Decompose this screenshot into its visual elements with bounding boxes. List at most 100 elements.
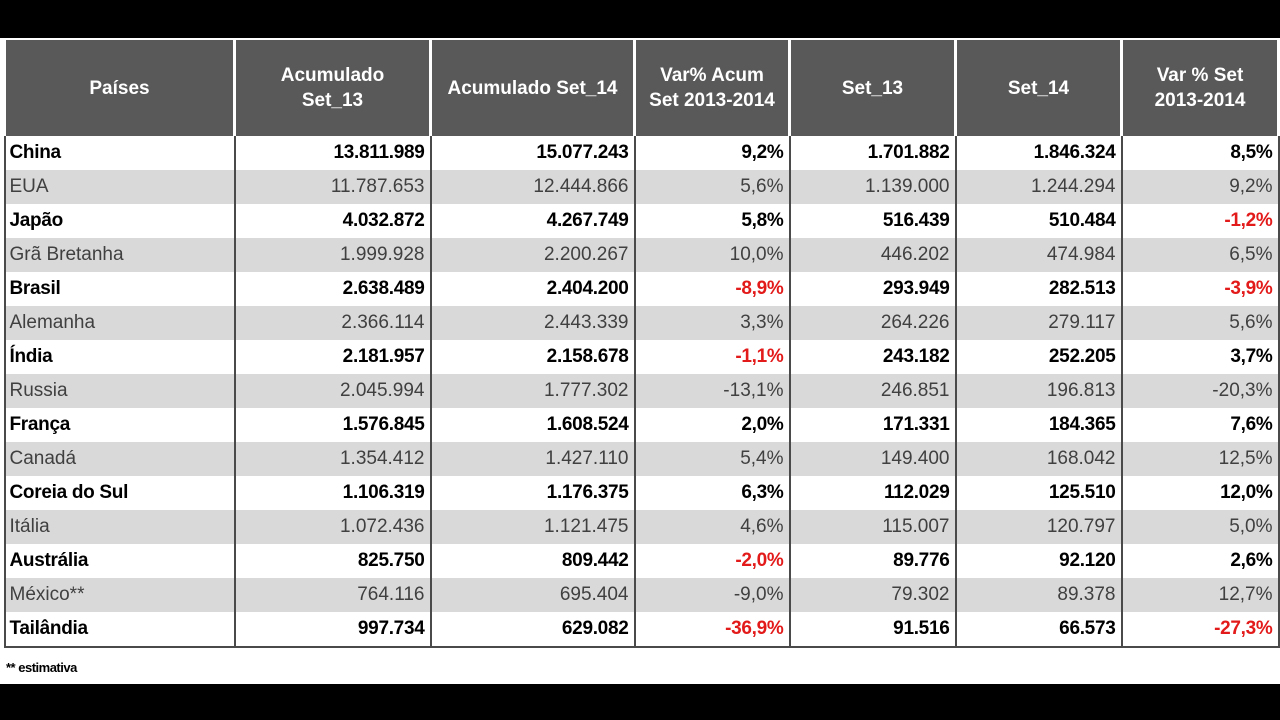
value-cell: 1.608.524 [429,408,636,442]
value-cell: 115.007 [788,510,957,544]
value-cell: -13,1% [633,374,791,408]
value-cell: 1.777.302 [429,374,636,408]
value-cell: 2.443.339 [429,306,636,340]
header-row: Países Acumulado Set_13 Acumulado Set_14… [3,40,1280,136]
value-cell: -36,9% [633,612,791,648]
table-row: Índia 2.181.957 2.158.678 -1,1% 243.182 252.2… [3,340,1280,374]
value-cell: 4.267.749 [429,204,636,238]
value-cell: 6,5% [1120,238,1280,272]
value-cell: 2,0% [633,408,791,442]
value-cell: 89.378 [954,578,1123,612]
value-cell: 8,5% [1120,136,1280,170]
value-cell: 243.182 [788,340,957,374]
value-cell: 171.331 [788,408,957,442]
value-cell: 1.999.928 [233,238,432,272]
country-cell: Grã Bretanha [3,238,236,272]
value-cell: -3,9% [1120,272,1280,306]
value-cell: 1.106.319 [233,476,432,510]
value-cell: 695.404 [429,578,636,612]
table-row: Austrália 825.750 809.442 -2,0% 89.776 92.120… [3,544,1280,578]
country-cell: Coreia do Sul [3,476,236,510]
value-cell: 5,4% [633,442,791,476]
country-cell: China [3,136,236,170]
table-row: França 1.576.845 1.608.524 2,0% 171.331 184.3… [3,408,1280,442]
table-row: Itália 1.072.436 1.121.475 4,6% 115.007 120.7… [3,510,1280,544]
table-row: Tailândia 997.734 629.082 -36,9% 91.516 66.57… [3,612,1280,648]
value-cell: -20,3% [1120,374,1280,408]
value-cell: 5,0% [1120,510,1280,544]
value-cell: 1.846.324 [954,136,1123,170]
value-cell: 252.205 [954,340,1123,374]
value-cell: -1,1% [633,340,791,374]
table-row: Russia 2.045.994 1.777.302 -13,1% 246.851 196… [3,374,1280,408]
value-cell: 149.400 [788,442,957,476]
value-cell: 629.082 [429,612,636,648]
value-cell: 1.139.000 [788,170,957,204]
value-cell: 997.734 [233,612,432,648]
table-row: China 13.811.989 15.077.243 9,2% 1.701.882 1.… [3,136,1280,170]
header-paises: Países [3,40,236,136]
value-cell: 120.797 [954,510,1123,544]
value-cell: 5,6% [1120,306,1280,340]
header-var-acum: Var% Acum Set 2013-2014 [633,40,791,136]
value-cell: 1.576.845 [233,408,432,442]
table-row: Grã Bretanha 1.999.928 2.200.267 10,0% 446.2… [3,238,1280,272]
table-row: Brasil 2.638.489 2.404.200 -8,9% 293.949 282.… [3,272,1280,306]
country-cell: Japão [3,204,236,238]
value-cell: 91.516 [788,612,957,648]
value-cell: 4,6% [633,510,791,544]
value-cell: 1.354.412 [233,442,432,476]
table-row: Coreia do Sul 1.106.319 1.176.375 6,3% 112.0… [3,476,1280,510]
country-cell: Brasil [3,272,236,306]
country-cell: Russia [3,374,236,408]
country-cell: Tailândia [3,612,236,648]
value-cell: 89.776 [788,544,957,578]
value-cell: 264.226 [788,306,957,340]
header-acumulado-set14: Acumulado Set_14 [429,40,636,136]
value-cell: 2,6% [1120,544,1280,578]
value-cell: 516.439 [788,204,957,238]
value-cell: 92.120 [954,544,1123,578]
value-cell: 3,3% [633,306,791,340]
value-cell: 9,2% [1120,170,1280,204]
value-cell: 2.404.200 [429,272,636,306]
value-cell: 1.121.475 [429,510,636,544]
country-cell: EUA [3,170,236,204]
value-cell: 2.158.678 [429,340,636,374]
country-cell: Índia [3,340,236,374]
country-sales-table: Países Acumulado Set_13 Acumulado Set_14… [3,40,1280,648]
value-cell: -9,0% [633,578,791,612]
value-cell: 125.510 [954,476,1123,510]
country-cell: França [3,408,236,442]
value-cell: 1.176.375 [429,476,636,510]
value-cell: 6,3% [633,476,791,510]
value-cell: 5,6% [633,170,791,204]
value-cell: 2.638.489 [233,272,432,306]
value-cell: 5,8% [633,204,791,238]
table-row: México** 764.116 695.404 -9,0% 79.302 89.378 1… [3,578,1280,612]
value-cell: 809.442 [429,544,636,578]
value-cell: 764.116 [233,578,432,612]
country-cell: Austrália [3,544,236,578]
value-cell: 12,7% [1120,578,1280,612]
value-cell: 11.787.653 [233,170,432,204]
value-cell: 10,0% [633,238,791,272]
value-cell: 282.513 [954,272,1123,306]
value-cell: 1.072.436 [233,510,432,544]
value-cell: 168.042 [954,442,1123,476]
value-cell: 12.444.866 [429,170,636,204]
value-cell: 112.029 [788,476,957,510]
value-cell: 79.302 [788,578,957,612]
value-cell: 1.244.294 [954,170,1123,204]
footnote: ** estimativa [6,660,77,675]
value-cell: 279.117 [954,306,1123,340]
value-cell: 2.045.994 [233,374,432,408]
value-cell: 446.202 [788,238,957,272]
value-cell: 7,6% [1120,408,1280,442]
table-row: Canadá 1.354.412 1.427.110 5,4% 149.400 168.0… [3,442,1280,476]
table-row: EUA 11.787.653 12.444.866 5,6% 1.139.000 1.24… [3,170,1280,204]
header-var-set: Var % Set 2013-2014 [1120,40,1280,136]
header-acumulado-set13: Acumulado Set_13 [233,40,432,136]
header-set13: Set_13 [788,40,957,136]
value-cell: 2.200.267 [429,238,636,272]
